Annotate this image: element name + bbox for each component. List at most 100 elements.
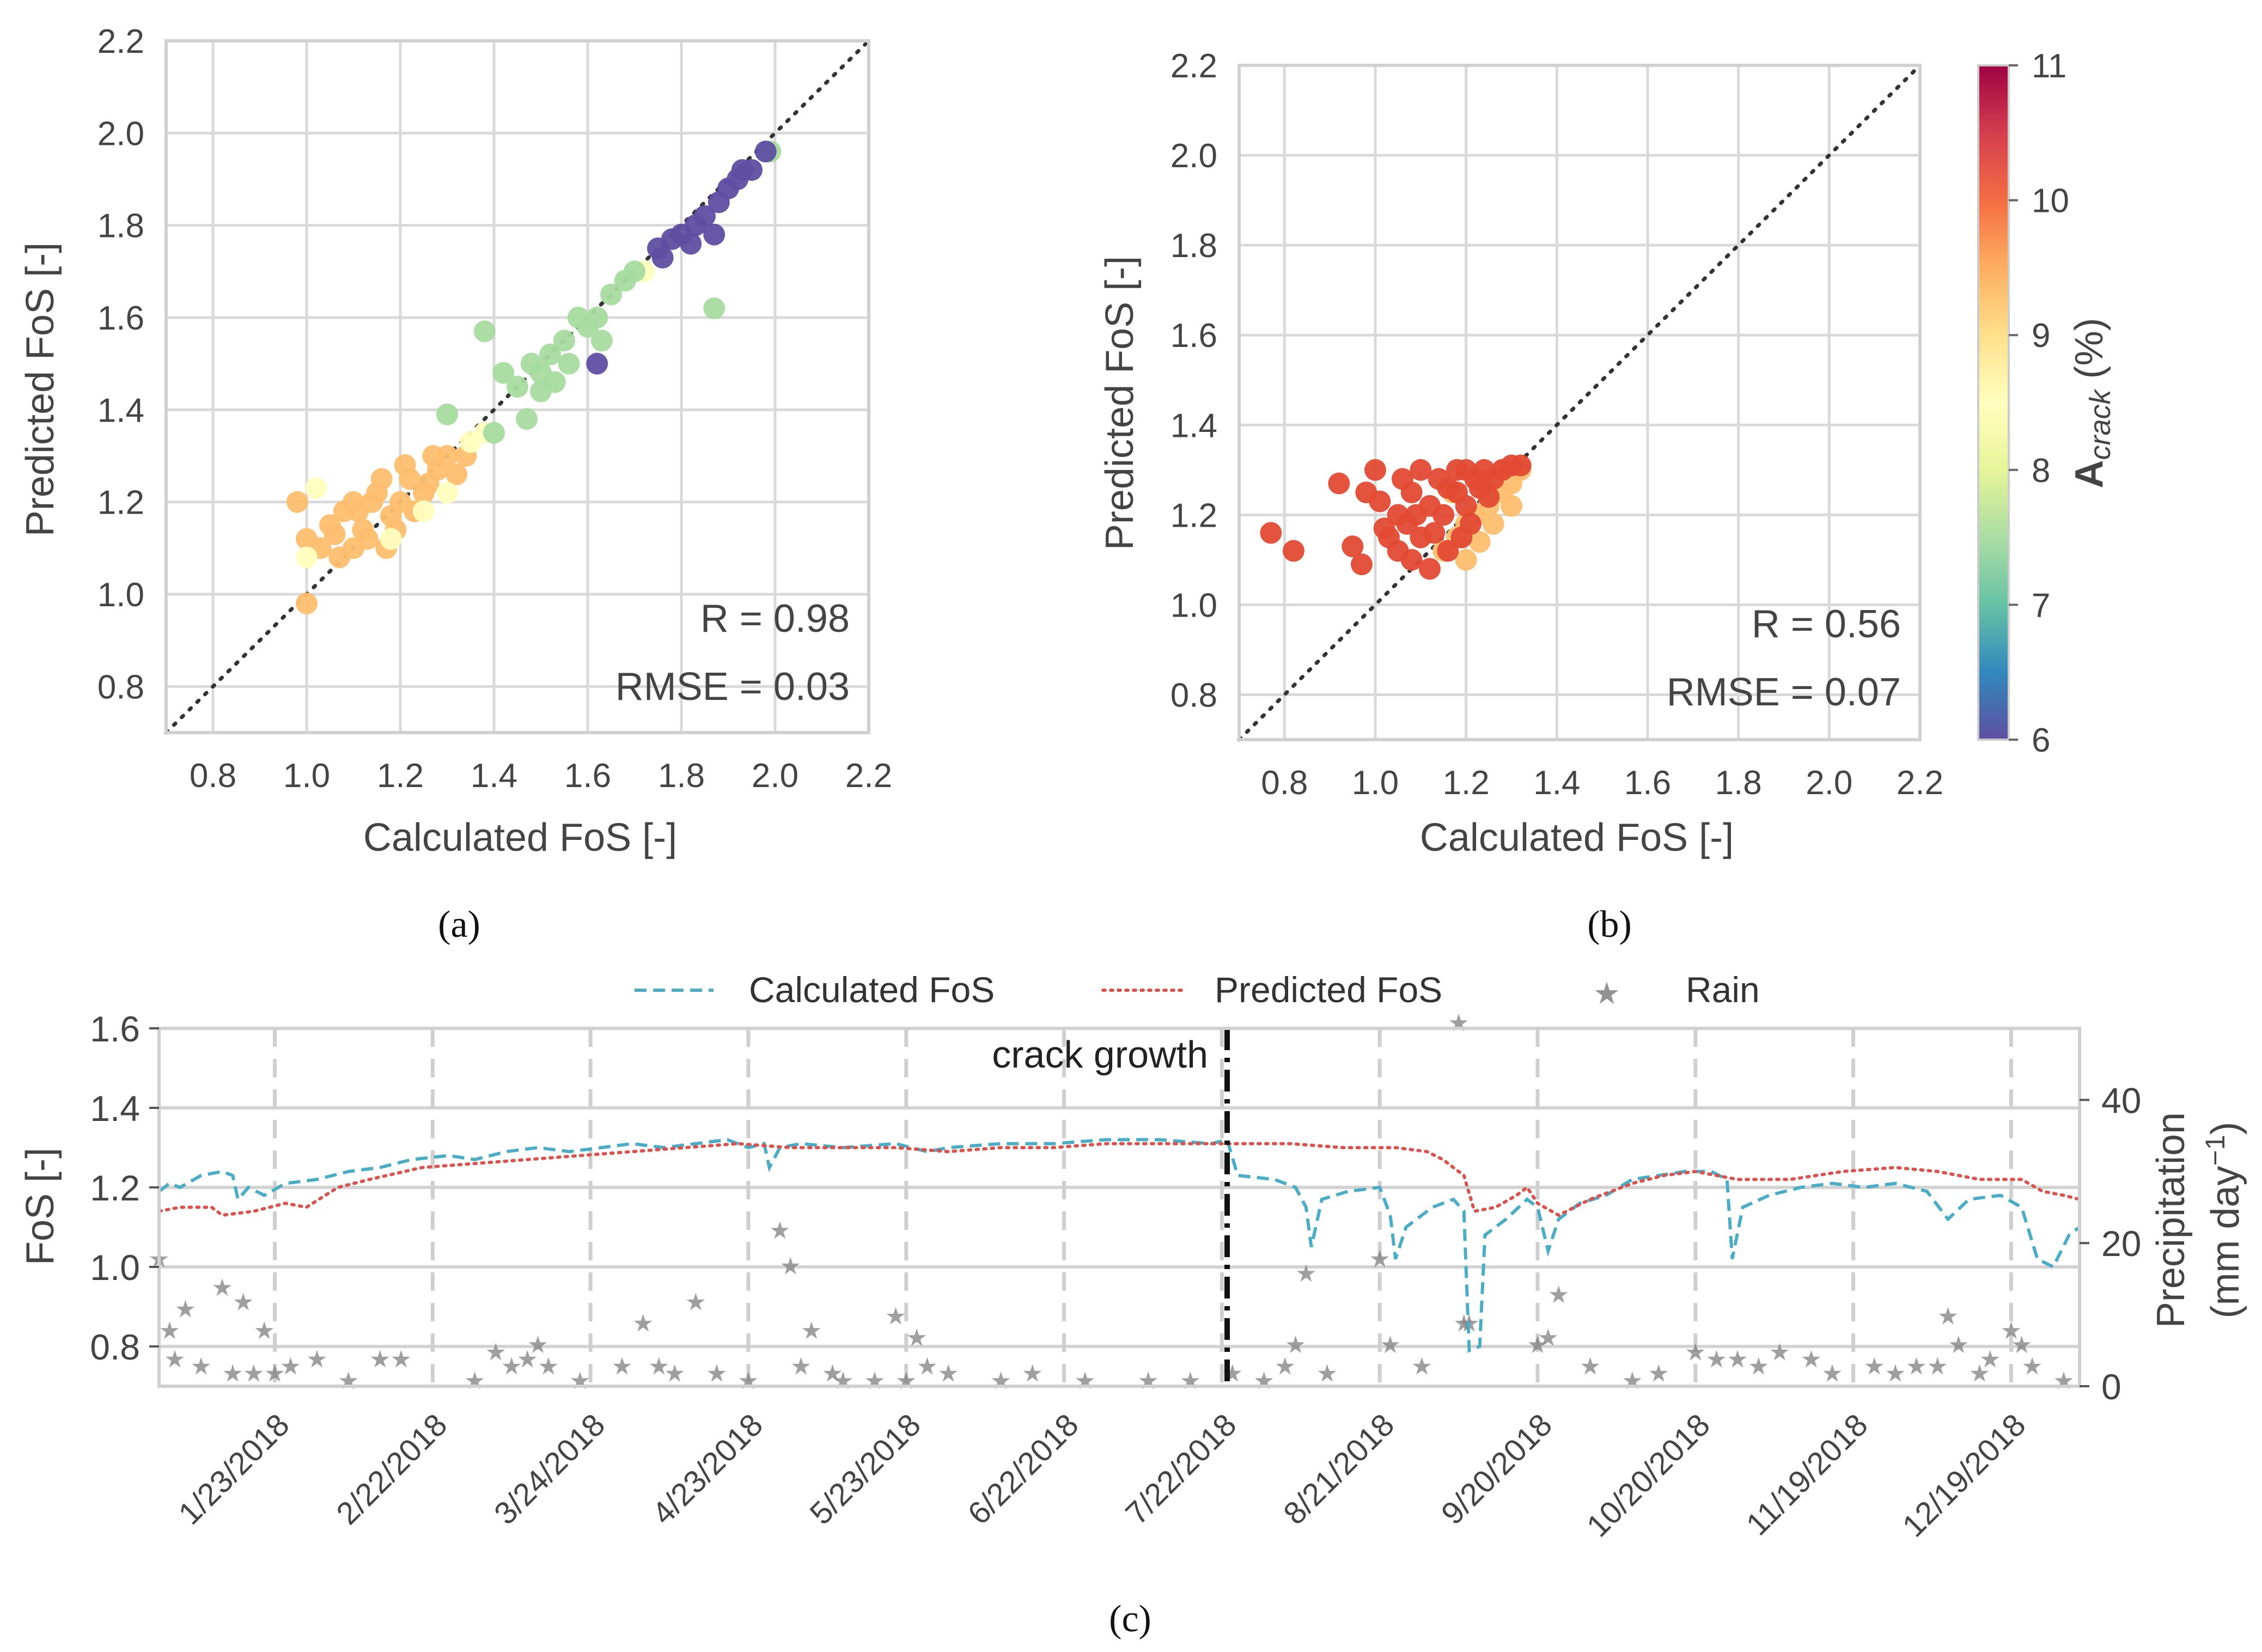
rain-marker: ★	[648, 1353, 669, 1381]
colorbar-ticks: 6 7 8 9 10 11	[2009, 47, 2069, 759]
rain-marker: ★	[1769, 1338, 1790, 1366]
ylabel-b: Predicted FoS [-]	[1098, 256, 1142, 550]
rain-marker: ★	[706, 1360, 727, 1388]
y-tick-label-right: 0	[2101, 1367, 2121, 1407]
data-point	[305, 477, 327, 499]
colorbar-label-unit: (%)	[2068, 318, 2111, 390]
y-tick-label: 2.0	[97, 115, 144, 153]
caption-b: (b)	[1587, 904, 1632, 946]
rain-marker: ★	[2001, 1317, 2022, 1345]
data-point	[1355, 481, 1377, 504]
data-point	[507, 376, 528, 398]
data-point	[1405, 504, 1427, 526]
data-point	[436, 481, 458, 504]
x-tick-label: 1.6	[1624, 764, 1671, 802]
x-tick-label: 1.8	[1715, 764, 1762, 802]
y-tick-label: 2.2	[97, 23, 144, 60]
x-tick-label: 2.2	[1897, 764, 1943, 802]
rain-marker: ★	[864, 1367, 885, 1395]
rain-marker: ★	[191, 1353, 212, 1381]
data-point	[1342, 535, 1364, 558]
rain-marker: ★	[2011, 1331, 2032, 1359]
rain-marker: ★	[1022, 1360, 1043, 1388]
rain-marker: ★	[1926, 1353, 1948, 1381]
x-tick-label: 1.4	[471, 757, 517, 795]
rain-marker: ★	[2021, 1353, 2042, 1381]
ticks-a: 0.8 1.0 1.2 1.4 1.6 1.8 2.0 2.2 0.8 1.0 1.2 1.4 1.6 1…	[97, 23, 892, 795]
rain-marker: ★	[632, 1310, 654, 1338]
rain-marker: ★	[611, 1353, 632, 1381]
data-point	[1437, 540, 1459, 562]
ylabel-right-c-2: (mm day−1)	[2200, 1121, 2247, 1318]
data-point	[539, 343, 562, 365]
data-point	[413, 500, 435, 522]
x-tick-label: 9/20/2018	[1435, 1407, 1559, 1531]
rain-marker: ★	[1527, 1331, 1548, 1359]
ylabel-a: Predicted FoS [-]	[19, 242, 62, 537]
rain-marker: ★	[1979, 1345, 2001, 1373]
rain-markers: ★★★★★★★★★★★★ ★★★ ★★★★★★★★★★★★★★ ★★★★★★★ ★★★★…	[148, 1009, 2074, 1395]
x-tick-label: 2.0	[752, 757, 798, 795]
caption-a: (a)	[438, 904, 480, 946]
x-tick-label: 1.0	[1352, 764, 1399, 802]
rain-marker: ★	[306, 1345, 327, 1373]
ticks-c: 0.8 1.0 1.2 1.4 1.6 0 20 40 1/23/2018 2/22/2018 3/…	[90, 1009, 2141, 1544]
rain-marker: ★	[664, 1360, 685, 1388]
x-tick-label: 0.8	[1261, 764, 1308, 802]
rain-marker: ★	[1621, 1367, 1643, 1395]
data-point	[1455, 548, 1477, 571]
rain-marker: ★	[464, 1367, 485, 1395]
rain-marker: ★	[1821, 1360, 1843, 1388]
data-point	[286, 491, 308, 513]
rain-marker: ★	[2053, 1367, 2074, 1395]
data-point	[296, 592, 318, 614]
rain-marker: ★	[1906, 1353, 1927, 1381]
rain-marker: ★	[937, 1360, 959, 1388]
plot-frame	[164, 39, 870, 734]
rain-marker: ★	[769, 1217, 790, 1245]
colorbar-tick-label: 8	[2032, 452, 2050, 490]
frame-a	[164, 39, 870, 734]
rain-marker: ★	[1369, 1245, 1390, 1273]
r-value-b: R = 0.56	[1752, 602, 1901, 646]
x-tick-label: 0.8	[190, 757, 236, 795]
rain-marker: ★	[685, 1288, 706, 1316]
y-tick-label: 2.2	[1170, 47, 1217, 85]
data-point	[473, 320, 496, 343]
rain-marker: ★	[338, 1367, 359, 1395]
scatter-panel-b: 0.8 1.0 1.2 1.4 1.6 1.8 2.0 2.2 0.8 1.0 1.2 1.4 1.6 1…	[1098, 47, 2117, 946]
identity-line-b	[1237, 63, 1922, 742]
rmse-value-b: RMSE = 0.07	[1667, 670, 1901, 714]
legend-rain-swatch: ★	[1593, 976, 1620, 1011]
data-point	[1260, 522, 1282, 544]
data-point	[417, 472, 440, 495]
data-point	[1450, 526, 1473, 548]
rain-marker: ★	[501, 1353, 522, 1381]
rain-marker: ★	[164, 1345, 185, 1373]
y-tick-label: 1.2	[97, 484, 144, 522]
data-point	[624, 260, 645, 283]
plot-frame	[1237, 64, 1922, 741]
rain-marker: ★	[1180, 1367, 1201, 1395]
data-point	[1478, 486, 1500, 508]
colorbar-tick-label: 11	[2032, 47, 2066, 85]
rain-marker: ★	[391, 1345, 412, 1373]
rain-marker: ★	[906, 1324, 927, 1352]
data-point	[703, 297, 725, 320]
rain-marker: ★	[790, 1353, 812, 1381]
y-tick-label: 1.6	[97, 300, 144, 337]
legend-predicted-label: Predicted FoS	[1215, 970, 1442, 1010]
x-tick-label: 8/21/2018	[1277, 1407, 1401, 1531]
legend-calculated-label: Calculated FoS	[749, 970, 995, 1010]
xlabel-a: Calculated FoS [-]	[363, 816, 677, 859]
x-tick-label: 2.0	[1806, 764, 1852, 802]
data-point	[1423, 522, 1446, 544]
y-tick-label-left: 1.2	[90, 1168, 140, 1208]
x-tick-label: 10/20/2018	[1580, 1407, 1717, 1544]
rain-marker: ★	[1453, 1310, 1474, 1338]
data-point	[600, 283, 622, 306]
x-tick-label: 4/23/2018	[645, 1407, 770, 1531]
data-point	[1410, 459, 1432, 481]
rain-marker: ★	[895, 1367, 917, 1395]
